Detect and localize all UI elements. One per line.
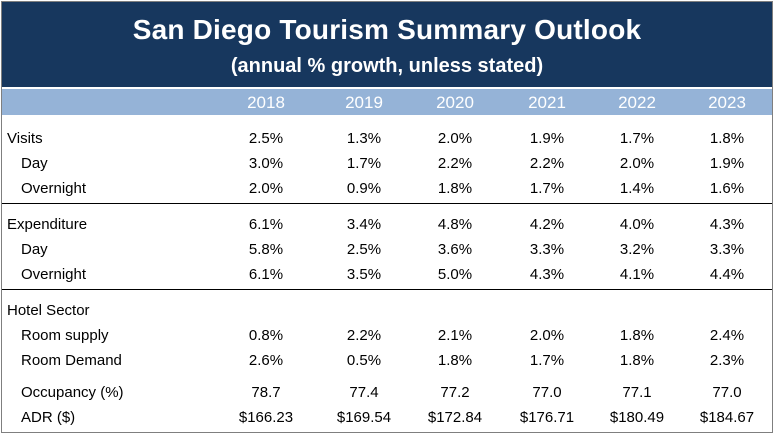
table-cell: 1.7% xyxy=(529,180,565,197)
table-row: Overnight 6.1% 3.5% 5.0% 4.3% 4.1% 4.4% xyxy=(2,264,772,288)
table-cell: 2.0% xyxy=(529,327,565,344)
row-label: Day xyxy=(21,155,48,172)
table-cell: 2.3% xyxy=(709,352,745,369)
table-row: Day 3.0% 1.7% 2.2% 2.2% 2.0% 1.9% xyxy=(2,153,772,177)
table-row: ADR ($) $166.23 $169.54 $172.84 $176.71 $180.… xyxy=(2,407,772,431)
table-cell: 0.5% xyxy=(346,352,382,369)
table-cell: 3.0% xyxy=(248,155,284,172)
row-label: Expenditure xyxy=(7,216,88,233)
table-cell: 4.3% xyxy=(709,216,745,233)
row-label: Occupancy (%) xyxy=(21,384,124,401)
table-header: San Diego Tourism Summary Outlook (annua… xyxy=(2,2,772,87)
table-cell: 3.5% xyxy=(346,266,382,283)
table-row: Room supply 0.8% 2.2% 2.1% 2.0% 1.8% 2.4% xyxy=(2,325,772,349)
table-cell: $184.67 xyxy=(699,409,755,426)
table-cell: 6.1% xyxy=(248,266,284,283)
table-cell: $166.23 xyxy=(238,409,294,426)
table-cell: 3.2% xyxy=(619,241,655,258)
table-cell: 2.6% xyxy=(248,352,284,369)
table-cell: 2.1% xyxy=(437,327,473,344)
table-cell: 1.6% xyxy=(709,180,745,197)
year-header-4: 2022 xyxy=(618,93,656,112)
table-cell: 3.3% xyxy=(709,241,745,258)
table-cell: 5.0% xyxy=(437,266,473,283)
section-divider xyxy=(2,289,772,290)
row-label: Overnight xyxy=(21,180,87,197)
table-cell: 4.1% xyxy=(619,266,655,283)
table-cell: 6.1% xyxy=(248,216,284,233)
table-cell: $176.71 xyxy=(519,409,575,426)
table-cell: 4.8% xyxy=(437,216,473,233)
table-row: Hotel Sector xyxy=(2,300,772,324)
table-cell: 1.4% xyxy=(619,180,655,197)
table-cell: $169.54 xyxy=(336,409,392,426)
table-cell: 0.9% xyxy=(346,180,382,197)
year-header-2: 2020 xyxy=(436,93,474,112)
table-cell: 2.0% xyxy=(437,130,473,147)
table-cell: 3.4% xyxy=(346,216,382,233)
table-cell: 1.9% xyxy=(529,130,565,147)
table-cell: 2.0% xyxy=(248,180,284,197)
table-cell: 1.8% xyxy=(619,327,655,344)
table-cell: 5.8% xyxy=(248,241,284,258)
table-cell: $180.49 xyxy=(609,409,665,426)
table-cell: 3.6% xyxy=(437,241,473,258)
table-cell: 1.8% xyxy=(709,130,745,147)
table-cell: 1.3% xyxy=(346,130,382,147)
table-row: Occupancy (%) 78.7 77.4 77.2 77.0 77.1 77.0 xyxy=(2,382,772,406)
table-cell: 1.7% xyxy=(529,352,565,369)
table-cell: 1.7% xyxy=(619,130,655,147)
table-cell: 1.9% xyxy=(709,155,745,172)
row-label: Hotel Sector xyxy=(7,302,90,319)
table-title: San Diego Tourism Summary Outlook xyxy=(132,14,642,45)
table-cell: 0.8% xyxy=(248,327,284,344)
table-cell: 4.4% xyxy=(709,266,745,283)
table-cell: 4.2% xyxy=(529,216,565,233)
table-cell: 2.5% xyxy=(346,241,382,258)
section-divider xyxy=(2,203,772,204)
table-cell: 77.1 xyxy=(622,384,652,401)
table-cell: 3.3% xyxy=(529,241,565,258)
table-row: Overnight 2.0% 0.9% 1.8% 1.7% 1.4% 1.6% xyxy=(2,178,772,202)
table-row: Visits 2.5% 1.3% 2.0% 1.9% 1.7% 1.8% xyxy=(2,128,772,152)
table-cell: $172.84 xyxy=(427,409,483,426)
table-cell: 1.8% xyxy=(619,352,655,369)
table-cell: 77.4 xyxy=(349,384,379,401)
table-cell: 77.0 xyxy=(532,384,562,401)
year-header-0: 2018 xyxy=(247,93,285,112)
year-header-1: 2019 xyxy=(345,93,383,112)
row-label: Visits xyxy=(7,130,43,147)
table-cell: 2.2% xyxy=(437,155,473,172)
table-cell: 1.8% xyxy=(437,180,473,197)
table-cell: 2.2% xyxy=(529,155,565,172)
table-cell: 2.4% xyxy=(709,327,745,344)
table-cell: 1.8% xyxy=(437,352,473,369)
table-cell: 4.0% xyxy=(619,216,655,233)
table-cell: 4.3% xyxy=(529,266,565,283)
year-header-3: 2021 xyxy=(528,93,566,112)
table-cell: 77.2 xyxy=(440,384,470,401)
year-header-row: 2018 2019 2020 2021 2022 2023 xyxy=(2,88,772,115)
year-header-5: 2023 xyxy=(708,93,746,112)
table-subtitle: (annual % growth, unless stated) xyxy=(230,55,544,77)
table-row: Room Demand 2.6% 0.5% 1.8% 1.7% 1.8% 2.3% xyxy=(2,350,772,374)
row-label: Day xyxy=(21,241,48,258)
table-cell: 2.0% xyxy=(619,155,655,172)
row-label: ADR ($) xyxy=(21,409,76,426)
table-cell: 77.0 xyxy=(712,384,742,401)
table-row: Expenditure 6.1% 3.4% 4.8% 4.2% 4.0% 4.3% xyxy=(2,214,772,238)
table-row: Day 5.8% 2.5% 3.6% 3.3% 3.2% 3.3% xyxy=(2,239,772,263)
table-cell: 78.7 xyxy=(251,384,281,401)
table-cell: 1.7% xyxy=(346,155,382,172)
row-label: Room supply xyxy=(21,327,109,344)
table-cell: 2.5% xyxy=(248,130,284,147)
table-cell: 2.2% xyxy=(346,327,382,344)
row-label: Room Demand xyxy=(21,352,122,369)
row-label: Overnight xyxy=(21,266,87,283)
